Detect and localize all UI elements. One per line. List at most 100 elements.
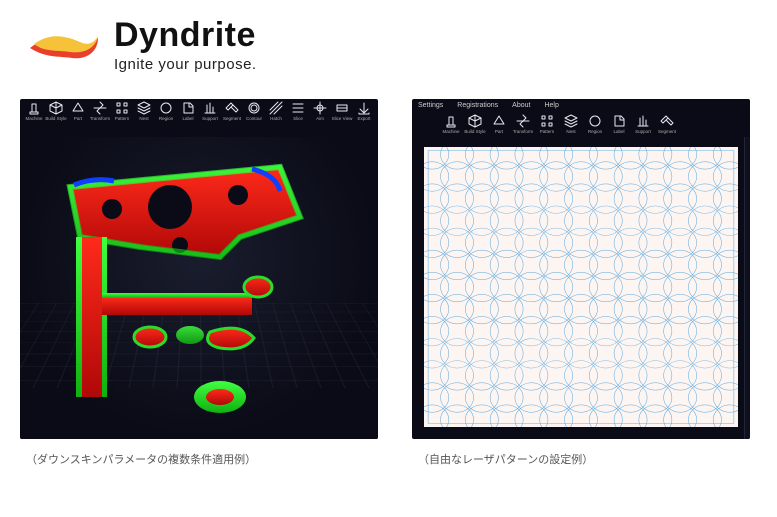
tool-region[interactable]: Region xyxy=(584,114,606,134)
screenshot-row: MachineBuild StylePartTransformPatternNe… xyxy=(0,81,777,467)
tool-label: Transform xyxy=(513,129,533,134)
export-icon xyxy=(357,101,371,115)
tool-label: Segment xyxy=(223,116,241,121)
brand-text: Dyndrite Ignite your purpose. xyxy=(114,18,257,73)
tool-label[interactable]: Label xyxy=(608,114,630,134)
tool-label: Machine xyxy=(442,129,459,134)
menu-help[interactable]: Help xyxy=(544,102,558,109)
menubar: Settings Registrations About Help xyxy=(412,99,750,112)
tool-label: Region xyxy=(159,116,173,121)
tool-label: Pattern xyxy=(115,116,130,121)
menu-settings[interactable]: Settings xyxy=(418,102,443,109)
flame-logo-icon xyxy=(28,26,100,66)
tool-export[interactable]: Export xyxy=(354,101,374,121)
contour-icon xyxy=(247,101,261,115)
panel-downskin: MachineBuild Style Part Transform Pattern Ne… xyxy=(20,99,378,467)
tool-label: Label xyxy=(613,129,624,134)
brand-wordmark: Dyndrite xyxy=(114,18,257,52)
panel-laserpattern: Settings Registrations About Help Machin… xyxy=(412,99,750,467)
tool-label: Support xyxy=(202,116,218,121)
segment-icon xyxy=(225,101,239,115)
tool-label: Machine xyxy=(25,116,42,121)
tool-transform[interactable]: Transform xyxy=(512,114,534,134)
tool-nest[interactable]: Nest xyxy=(560,114,582,134)
tool-label: Support xyxy=(635,129,651,134)
tool-aim[interactable]: Aim xyxy=(310,101,330,121)
menu-registrations[interactable]: Registrations xyxy=(457,102,498,109)
tool-contour[interactable]: Contour xyxy=(244,101,264,121)
tool-hatch[interactable]: Hatch xyxy=(266,101,286,121)
machine-icon xyxy=(27,101,41,115)
support-icon xyxy=(203,101,217,115)
part-icon xyxy=(71,101,85,115)
tool-label: Nest xyxy=(139,116,148,121)
pattern-icon xyxy=(115,101,129,115)
slice-icon xyxy=(291,101,305,115)
side-panel-strip xyxy=(744,137,750,439)
tool-support[interactable]: Support xyxy=(632,114,654,134)
viewport-3d[interactable] xyxy=(20,137,378,439)
tool-machine[interactable]: Machine xyxy=(24,101,44,121)
tool-label: Slice View xyxy=(332,116,353,121)
tool-label: Nest xyxy=(566,129,575,134)
aim-icon xyxy=(313,101,327,115)
tool-part[interactable]: Part xyxy=(488,114,510,134)
tool-buildstyle[interactable]: Build Style xyxy=(46,101,66,121)
tool-label: Hatch xyxy=(270,116,282,121)
tool-label: Part xyxy=(74,116,82,121)
tool-slice[interactable]: Slice xyxy=(288,101,308,121)
tool-label: Build Style xyxy=(45,116,66,121)
tool-label: Label xyxy=(182,116,193,121)
tool-nest[interactable]: Nest xyxy=(134,101,154,121)
buildstyle-icon xyxy=(49,101,63,115)
app-window-left: MachineBuild Style Part Transform Pattern Ne… xyxy=(20,99,378,439)
tool-support[interactable]: Support xyxy=(200,101,220,121)
tool-segment[interactable]: Segment xyxy=(222,101,242,121)
tool-machine[interactable]: Machine xyxy=(440,114,462,134)
tool-label: Pattern xyxy=(540,129,555,134)
nest-icon xyxy=(564,114,578,128)
buildstyle-icon xyxy=(468,114,482,128)
toolbar: MachineBuild Style Part Transform Pattern Ne… xyxy=(20,99,378,127)
toolbar: Machine Build Style Part Transform Pattern Ne… xyxy=(412,112,750,140)
tool-label: Segment xyxy=(658,129,676,134)
tool-segment[interactable]: Segment xyxy=(656,114,678,134)
brand-header: Dyndrite Ignite your purpose. xyxy=(0,0,777,81)
tool-region[interactable]: Region xyxy=(156,101,176,121)
tool-label: Slice xyxy=(293,116,303,121)
region-icon xyxy=(159,101,173,115)
tool-pattern[interactable]: Pattern xyxy=(536,114,558,134)
model-3d xyxy=(20,137,378,439)
tool-label: Part xyxy=(495,129,503,134)
support-icon xyxy=(636,114,650,128)
part-icon xyxy=(492,114,506,128)
tool-part[interactable]: Part xyxy=(68,101,88,121)
label-icon xyxy=(181,101,195,115)
sliceview-icon xyxy=(335,101,349,115)
label-icon xyxy=(612,114,626,128)
nest-icon xyxy=(137,101,151,115)
pattern-icon xyxy=(540,114,554,128)
tool-transform[interactable]: Transform xyxy=(90,101,110,121)
pattern-canvas xyxy=(424,147,738,427)
tool-label[interactable]: Label xyxy=(178,101,198,121)
caption-right: （自由なレーザパターンの設定例） xyxy=(412,451,750,467)
transform-icon xyxy=(93,101,107,115)
hatch-icon xyxy=(269,101,283,115)
tool-sliceview[interactable]: Slice View xyxy=(332,101,352,121)
laser-pattern xyxy=(424,147,738,427)
region-icon xyxy=(588,114,602,128)
tool-label: Aim xyxy=(316,116,324,121)
caption-left: （ダウンスキンパラメータの複数条件適用例） xyxy=(20,451,378,467)
app-window-right: Settings Registrations About Help Machin… xyxy=(412,99,750,439)
segment-icon xyxy=(660,114,674,128)
tool-label: Transform xyxy=(90,116,110,121)
tool-buildstyle[interactable]: Build Style xyxy=(464,114,486,134)
tool-label: Contour xyxy=(246,116,262,121)
viewport-2d[interactable] xyxy=(412,137,750,439)
machine-icon xyxy=(444,114,458,128)
tool-label: Build Style xyxy=(464,129,485,134)
transform-icon xyxy=(516,114,530,128)
tool-pattern[interactable]: Pattern xyxy=(112,101,132,121)
menu-about[interactable]: About xyxy=(512,102,530,109)
